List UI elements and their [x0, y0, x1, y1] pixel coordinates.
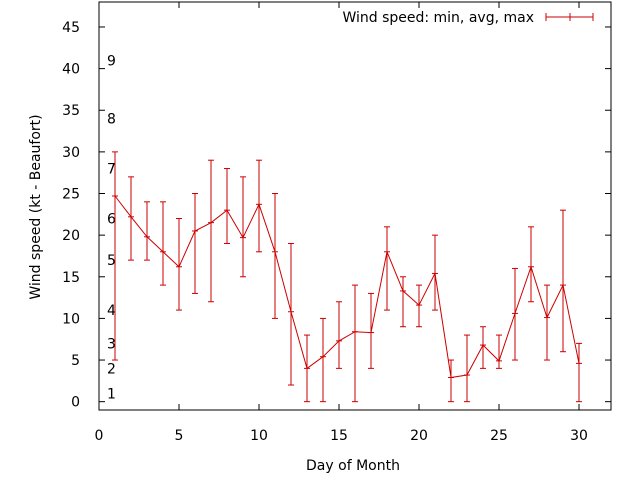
error-bar-day-12 — [288, 242, 294, 386]
beaufort-label-8: 8 — [107, 112, 116, 128]
x-tick-label-5: 25 — [490, 428, 508, 444]
beaufort-label-9: 9 — [107, 53, 116, 69]
error-bar-day-26 — [512, 267, 518, 361]
y-tick-label-5: 25 — [62, 187, 80, 203]
error-bar-day-19 — [400, 276, 406, 328]
error-bar-day-11 — [272, 193, 278, 319]
y-tick-label-8: 40 — [62, 62, 80, 78]
error-bar-day-29 — [560, 209, 566, 353]
beaufort-label-1: 1 — [107, 386, 116, 402]
error-bar-day-25 — [496, 334, 502, 369]
series-layer — [112, 151, 582, 403]
error-bar-day-28 — [544, 284, 550, 361]
error-bar-day-24 — [480, 326, 486, 369]
beaufort-label-4: 4 — [107, 303, 116, 319]
beaufort-scale: 1 2 3 4 5 6 7 8 9 — [107, 53, 116, 402]
error-bar-day-4 — [160, 201, 166, 286]
error-bar-day-13 — [304, 334, 310, 403]
error-bar-day-1 — [112, 151, 118, 361]
error-bar-day-9 — [240, 176, 246, 278]
error-bar-day-21 — [432, 234, 438, 311]
error-bar-day-8 — [224, 168, 230, 244]
y-tick-label-1: 5 — [71, 353, 80, 369]
y-tick-label-0: 0 — [71, 395, 80, 411]
beaufort-label-7: 7 — [107, 162, 116, 178]
beaufort-label-5: 5 — [107, 253, 116, 269]
legend-label: Wind speed: min, avg, max — [342, 10, 534, 26]
error-bar-day-7 — [208, 159, 214, 303]
y-tick-label-7: 35 — [62, 103, 80, 119]
x-tick-label-3: 15 — [330, 428, 348, 444]
error-bar-day-17 — [368, 292, 374, 369]
error-bar-day-10 — [256, 159, 262, 253]
error-bar-day-20 — [416, 284, 422, 328]
plot-frame — [98, 1, 612, 411]
error-bar-day-6 — [192, 193, 198, 294]
y-tick-label-9: 45 — [62, 20, 80, 36]
x-tick-label-2: 10 — [250, 428, 268, 444]
error-bar-day-18 — [384, 226, 390, 311]
x-tick-label-6: 30 — [570, 428, 588, 444]
error-bar-day-3 — [144, 201, 150, 261]
error-bar-day-2 — [128, 176, 134, 261]
beaufort-label-6: 6 — [107, 211, 116, 227]
x-axis-label: Day of Month — [306, 458, 400, 474]
legend: Wind speed: min, avg, max — [342, 10, 594, 26]
error-bar-day-15 — [336, 301, 342, 369]
error-bar-day-5 — [176, 217, 182, 311]
y-tick-label-3: 15 — [62, 270, 80, 286]
error-bar-day-23 — [464, 334, 470, 403]
x-tick-label-4: 20 — [410, 428, 428, 444]
y-tick-label-4: 20 — [62, 228, 80, 244]
x-tick-label-0: 0 — [95, 428, 104, 444]
error-bar-day-14 — [320, 317, 326, 403]
y-tick-label-2: 10 — [62, 311, 80, 327]
beaufort-label-3: 3 — [107, 336, 116, 352]
error-bar-day-22 — [448, 359, 454, 403]
y-tick-label-6: 30 — [62, 145, 80, 161]
series-line-0 — [114, 195, 580, 379]
error-bar-day-16 — [352, 284, 358, 403]
y-axis-label: Wind speed (kt - Beaufort) — [28, 114, 44, 299]
error-bar-day-27 — [528, 226, 534, 303]
error-bar-day-30 — [576, 342, 582, 403]
beaufort-label-2: 2 — [107, 361, 116, 377]
x-tick-label-1: 5 — [175, 428, 184, 444]
